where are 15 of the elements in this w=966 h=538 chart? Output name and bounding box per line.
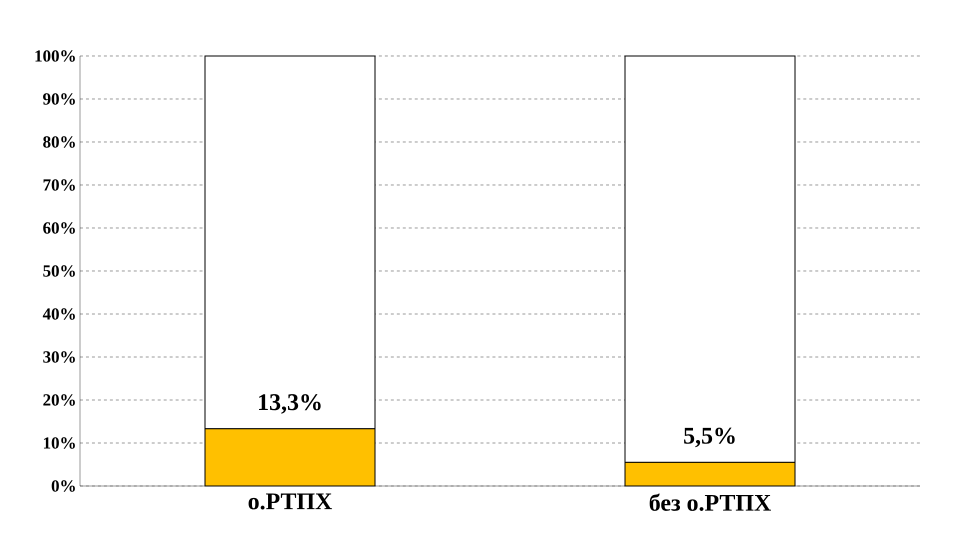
y-tick-label: 30% <box>43 351 75 363</box>
y-tick-label: 20% <box>43 394 75 406</box>
y-tick-label: 50% <box>43 265 75 277</box>
y-tick-label: 0% <box>52 480 75 492</box>
y-tick-label: 70% <box>44 179 75 191</box>
y-tick-label: 90% <box>43 93 75 105</box>
y-tick-label: 40% <box>42 308 75 320</box>
y-tick-label: 10% <box>44 437 75 449</box>
x-tick-label: о.РТПХ <box>248 494 332 510</box>
y-tick-label: 80% <box>43 136 75 148</box>
y-tick-label: 100% <box>36 50 75 62</box>
data-label: 13,3% <box>259 394 321 414</box>
x-tick-label: без о.РТПХ <box>650 494 771 511</box>
y-tick-label: 60% <box>43 222 75 234</box>
data-label: 5,5% <box>684 428 735 448</box>
